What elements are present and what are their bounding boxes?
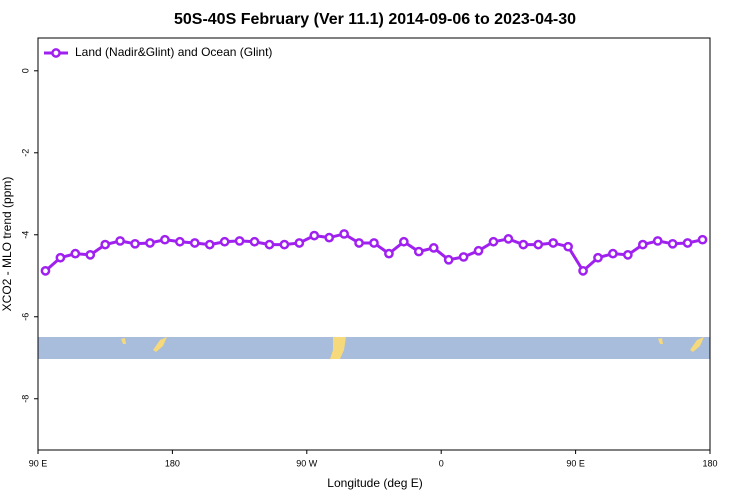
data-point [204, 239, 215, 250]
data-point [130, 238, 140, 249]
data-point [593, 252, 603, 263]
x-tick-label: 90 W [296, 458, 318, 468]
data-point [488, 236, 499, 247]
x-tick-label: 90 E [566, 458, 585, 468]
data-point [175, 236, 185, 247]
data-point [145, 238, 155, 248]
data-point [219, 236, 230, 247]
map-strip [38, 337, 710, 359]
data-point [563, 241, 573, 252]
y-tick-label: -6 [20, 313, 30, 321]
plot-frame [37, 37, 711, 451]
y-tick-label: 0 [20, 68, 30, 73]
legend-marker [51, 48, 61, 58]
data-point [637, 239, 648, 250]
data-point [279, 239, 290, 250]
chart-title: 50S-40S February (Ver 11.1) 2014-09-06 t… [174, 11, 576, 28]
data-point [55, 252, 66, 263]
data-point [533, 239, 544, 250]
data-point [652, 236, 663, 246]
data-point [443, 254, 454, 265]
x-tick-label: 180 [702, 458, 717, 468]
data-point [324, 232, 335, 243]
data-point [189, 238, 200, 248]
data-point [518, 239, 529, 250]
data-point [428, 243, 439, 253]
data-point [667, 238, 678, 249]
data-point [458, 252, 469, 262]
data-point [369, 238, 379, 248]
data-point [413, 246, 424, 257]
data-point [339, 229, 349, 239]
data-point [548, 238, 559, 248]
y-tick-label: -4 [20, 231, 30, 239]
data-point [682, 238, 693, 248]
data-point [608, 248, 618, 259]
data-point [623, 250, 633, 260]
x-tick-label: 90 E [29, 458, 48, 468]
data-point [264, 239, 275, 250]
data-point [578, 266, 588, 276]
data-point [384, 248, 394, 259]
y-tick-label: -2 [20, 149, 30, 157]
data-point [234, 236, 245, 246]
x-tick-label: 0 [439, 458, 444, 468]
data-point [40, 266, 51, 276]
data-point [85, 250, 96, 260]
data-point [354, 238, 364, 248]
y-axis-label: XCO2 - MLO trend (ppm) [0, 177, 14, 312]
legend-label: Land (Nadir&Glint) and Ocean (Glint) [75, 45, 272, 59]
data-point [160, 234, 170, 245]
data-point [697, 234, 708, 245]
data-point [399, 236, 409, 247]
data-point [503, 234, 514, 244]
data-point [115, 236, 125, 246]
data-point [309, 230, 320, 241]
data-point [100, 239, 111, 250]
y-tick-label: -8 [20, 395, 30, 403]
data-point [473, 245, 484, 256]
data-point [294, 238, 305, 248]
x-axis-label: Longitude (deg E) [327, 476, 422, 490]
x-tick-label: 180 [165, 458, 180, 468]
data-point [70, 248, 81, 259]
data-point [249, 236, 260, 247]
